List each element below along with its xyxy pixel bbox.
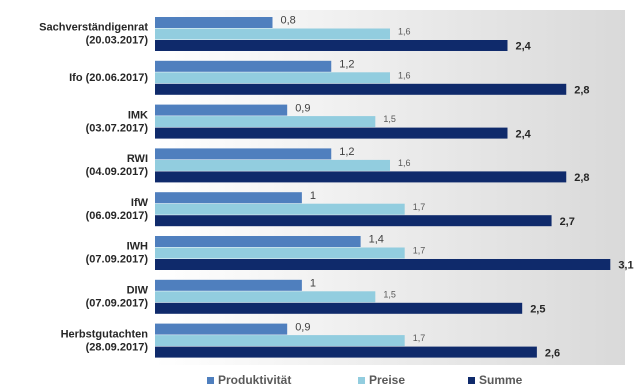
legend-swatch — [468, 377, 475, 384]
bar — [155, 28, 390, 40]
bar — [155, 116, 376, 128]
data-label: 2,7 — [560, 216, 575, 228]
bar — [155, 203, 405, 215]
bar — [155, 236, 361, 247]
y-tick-label: (07.09.2017) — [86, 297, 149, 309]
data-label: 1,4 — [369, 234, 384, 246]
y-tick-label: (03.07.2017) — [86, 122, 149, 134]
y-tick-label: RWI — [127, 153, 148, 165]
bar — [155, 291, 376, 303]
bar — [155, 323, 288, 335]
bar — [155, 247, 405, 259]
data-label: 2,6 — [545, 347, 560, 359]
y-tick-label: IfW — [131, 197, 149, 209]
bar — [155, 346, 537, 358]
bar — [155, 17, 273, 28]
data-label: 1,7 — [413, 333, 426, 343]
legend-label: Preise — [369, 373, 405, 387]
legend-swatch — [207, 377, 214, 384]
data-label: 1,5 — [383, 289, 396, 299]
data-label: 2,5 — [530, 303, 545, 315]
y-tick-label: IMK — [128, 109, 148, 121]
legend-label: Produktivität — [218, 373, 291, 387]
data-label: 2,8 — [574, 172, 589, 184]
data-label: 2,4 — [516, 41, 532, 53]
bar — [155, 72, 390, 84]
data-label: 1,2 — [339, 58, 354, 70]
y-tick-label: IWH — [127, 241, 148, 253]
bar — [155, 40, 508, 51]
bar — [155, 148, 332, 160]
y-tick-label: Herbstgutachten — [61, 328, 149, 340]
data-label: 1,2 — [339, 146, 354, 158]
data-label: 1,7 — [413, 246, 426, 256]
data-label: 0,9 — [295, 321, 310, 333]
bar — [155, 171, 567, 183]
y-tick-label: (07.09.2017) — [86, 254, 149, 266]
data-label: 2,4 — [516, 128, 532, 140]
bar — [155, 104, 288, 116]
bar — [155, 215, 552, 227]
bar — [155, 192, 302, 204]
bar — [155, 279, 302, 291]
data-label: 1,6 — [398, 27, 411, 37]
bar — [155, 159, 390, 171]
bar — [155, 127, 508, 139]
y-tick-label: (06.09.2017) — [86, 210, 149, 222]
bar — [155, 335, 405, 347]
data-label: 1 — [310, 190, 316, 202]
data-label: 1,6 — [398, 70, 411, 80]
data-label: 1 — [310, 277, 316, 289]
bar — [155, 302, 523, 314]
bar — [155, 83, 567, 95]
data-label: 3,1 — [618, 260, 633, 272]
data-label: 1,5 — [383, 114, 396, 124]
data-label: 2,8 — [574, 84, 589, 96]
data-label: 0,8 — [281, 15, 296, 27]
y-tick-label: (04.09.2017) — [86, 166, 149, 178]
legend-label: Summe — [479, 373, 523, 387]
bar — [155, 259, 611, 270]
data-label: 1,7 — [413, 202, 426, 212]
y-tick-label: Sachverständigenrat — [39, 22, 148, 34]
legend-swatch — [358, 377, 365, 384]
data-label: 1,6 — [398, 158, 411, 168]
y-tick-label: DIW — [127, 284, 149, 296]
y-tick-label: (20.03.2017) — [86, 35, 149, 47]
data-label: 0,9 — [295, 102, 310, 114]
y-tick-label: (28.09.2017) — [86, 341, 149, 353]
y-tick-label: Ifo (20.06.2017) — [69, 72, 148, 84]
bar — [155, 60, 332, 72]
